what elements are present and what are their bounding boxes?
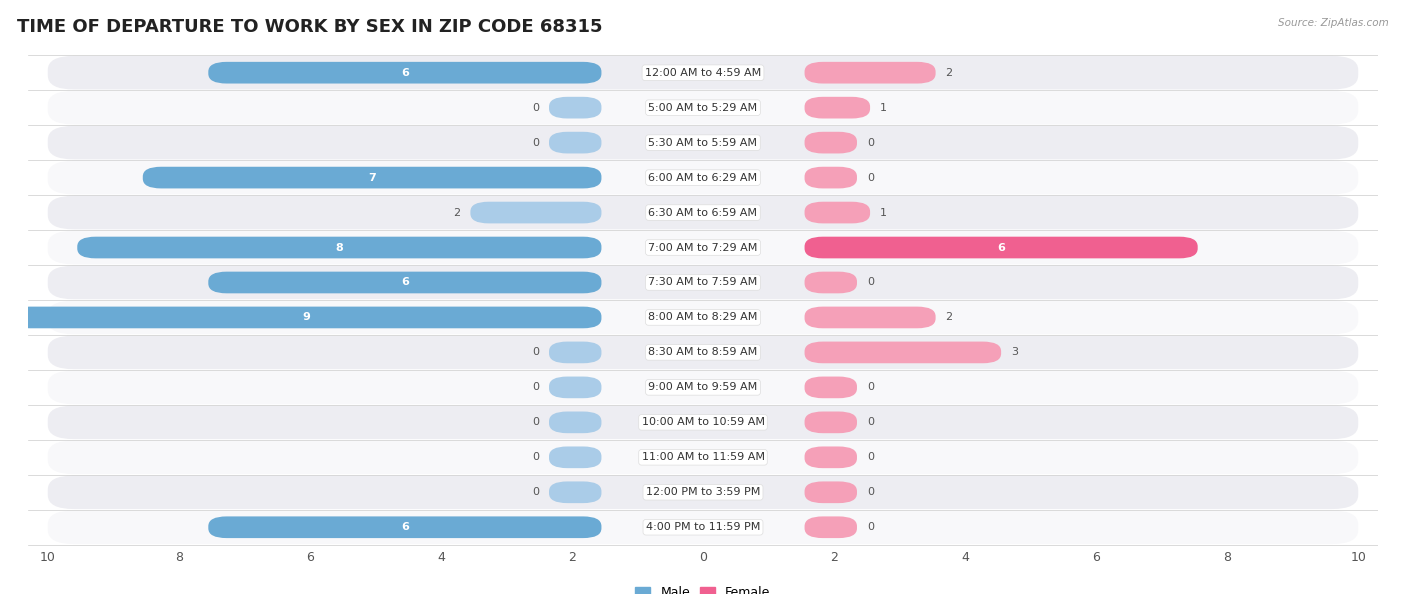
FancyBboxPatch shape bbox=[548, 377, 602, 398]
FancyBboxPatch shape bbox=[804, 307, 935, 328]
FancyBboxPatch shape bbox=[804, 97, 870, 118]
FancyBboxPatch shape bbox=[804, 342, 1001, 364]
Text: 8: 8 bbox=[336, 242, 343, 252]
Text: 0: 0 bbox=[868, 418, 873, 427]
FancyBboxPatch shape bbox=[208, 62, 602, 84]
FancyBboxPatch shape bbox=[77, 236, 602, 258]
FancyBboxPatch shape bbox=[48, 56, 1358, 90]
Text: 0: 0 bbox=[533, 103, 538, 113]
FancyBboxPatch shape bbox=[804, 167, 858, 188]
Text: 6:00 AM to 6:29 AM: 6:00 AM to 6:29 AM bbox=[648, 173, 758, 182]
Text: 7: 7 bbox=[368, 173, 375, 182]
Text: 0: 0 bbox=[868, 277, 873, 287]
FancyBboxPatch shape bbox=[548, 97, 602, 118]
Text: 6: 6 bbox=[401, 522, 409, 532]
Text: 11:00 AM to 11:59 AM: 11:00 AM to 11:59 AM bbox=[641, 452, 765, 462]
Text: 0: 0 bbox=[868, 173, 873, 182]
Text: 6: 6 bbox=[401, 277, 409, 287]
FancyBboxPatch shape bbox=[548, 447, 602, 468]
Legend: Male, Female: Male, Female bbox=[630, 582, 776, 594]
Text: 12:00 PM to 3:59 PM: 12:00 PM to 3:59 PM bbox=[645, 487, 761, 497]
FancyBboxPatch shape bbox=[804, 202, 870, 223]
FancyBboxPatch shape bbox=[804, 377, 858, 398]
Text: 0: 0 bbox=[533, 138, 538, 148]
Text: 6:30 AM to 6:59 AM: 6:30 AM to 6:59 AM bbox=[648, 207, 758, 217]
FancyBboxPatch shape bbox=[548, 412, 602, 433]
Text: 0: 0 bbox=[868, 522, 873, 532]
FancyBboxPatch shape bbox=[804, 62, 935, 84]
Text: 0: 0 bbox=[868, 383, 873, 393]
FancyBboxPatch shape bbox=[804, 447, 858, 468]
Text: 0: 0 bbox=[533, 383, 538, 393]
Text: 5:30 AM to 5:59 AM: 5:30 AM to 5:59 AM bbox=[648, 138, 758, 148]
FancyBboxPatch shape bbox=[548, 132, 602, 153]
FancyBboxPatch shape bbox=[48, 91, 1358, 124]
FancyBboxPatch shape bbox=[143, 167, 602, 188]
FancyBboxPatch shape bbox=[48, 301, 1358, 334]
Text: 0: 0 bbox=[868, 138, 873, 148]
FancyBboxPatch shape bbox=[804, 412, 858, 433]
FancyBboxPatch shape bbox=[48, 161, 1358, 194]
FancyBboxPatch shape bbox=[11, 307, 602, 328]
FancyBboxPatch shape bbox=[48, 406, 1358, 439]
FancyBboxPatch shape bbox=[48, 441, 1358, 474]
FancyBboxPatch shape bbox=[804, 132, 858, 153]
Text: 8:30 AM to 8:59 AM: 8:30 AM to 8:59 AM bbox=[648, 347, 758, 358]
Text: TIME OF DEPARTURE TO WORK BY SEX IN ZIP CODE 68315: TIME OF DEPARTURE TO WORK BY SEX IN ZIP … bbox=[17, 18, 602, 36]
FancyBboxPatch shape bbox=[208, 516, 602, 538]
Text: 0: 0 bbox=[533, 347, 538, 358]
Text: 7:30 AM to 7:59 AM: 7:30 AM to 7:59 AM bbox=[648, 277, 758, 287]
Text: 3: 3 bbox=[1011, 347, 1018, 358]
Text: 0: 0 bbox=[868, 487, 873, 497]
Text: 5:00 AM to 5:29 AM: 5:00 AM to 5:29 AM bbox=[648, 103, 758, 113]
FancyBboxPatch shape bbox=[48, 371, 1358, 404]
Text: Source: ZipAtlas.com: Source: ZipAtlas.com bbox=[1278, 18, 1389, 28]
Text: 2: 2 bbox=[945, 68, 952, 78]
Text: 2: 2 bbox=[454, 207, 461, 217]
FancyBboxPatch shape bbox=[48, 230, 1358, 264]
Text: 6: 6 bbox=[401, 68, 409, 78]
FancyBboxPatch shape bbox=[48, 476, 1358, 509]
FancyBboxPatch shape bbox=[208, 271, 602, 293]
FancyBboxPatch shape bbox=[804, 516, 858, 538]
Text: 0: 0 bbox=[533, 452, 538, 462]
Text: 7:00 AM to 7:29 AM: 7:00 AM to 7:29 AM bbox=[648, 242, 758, 252]
FancyBboxPatch shape bbox=[804, 271, 858, 293]
FancyBboxPatch shape bbox=[548, 342, 602, 364]
Text: 1: 1 bbox=[880, 207, 887, 217]
FancyBboxPatch shape bbox=[48, 196, 1358, 229]
FancyBboxPatch shape bbox=[48, 336, 1358, 369]
FancyBboxPatch shape bbox=[471, 202, 602, 223]
FancyBboxPatch shape bbox=[48, 510, 1358, 544]
FancyBboxPatch shape bbox=[804, 482, 858, 503]
Text: 0: 0 bbox=[533, 418, 538, 427]
Text: 1: 1 bbox=[880, 103, 887, 113]
Text: 6: 6 bbox=[997, 242, 1005, 252]
FancyBboxPatch shape bbox=[48, 266, 1358, 299]
Text: 10:00 AM to 10:59 AM: 10:00 AM to 10:59 AM bbox=[641, 418, 765, 427]
Text: 9:00 AM to 9:59 AM: 9:00 AM to 9:59 AM bbox=[648, 383, 758, 393]
Text: 2: 2 bbox=[945, 312, 952, 323]
Text: 9: 9 bbox=[302, 312, 311, 323]
Text: 8:00 AM to 8:29 AM: 8:00 AM to 8:29 AM bbox=[648, 312, 758, 323]
Text: 4:00 PM to 11:59 PM: 4:00 PM to 11:59 PM bbox=[645, 522, 761, 532]
FancyBboxPatch shape bbox=[804, 236, 1198, 258]
Text: 0: 0 bbox=[868, 452, 873, 462]
Text: 12:00 AM to 4:59 AM: 12:00 AM to 4:59 AM bbox=[645, 68, 761, 78]
Text: 0: 0 bbox=[533, 487, 538, 497]
FancyBboxPatch shape bbox=[548, 482, 602, 503]
FancyBboxPatch shape bbox=[48, 126, 1358, 159]
